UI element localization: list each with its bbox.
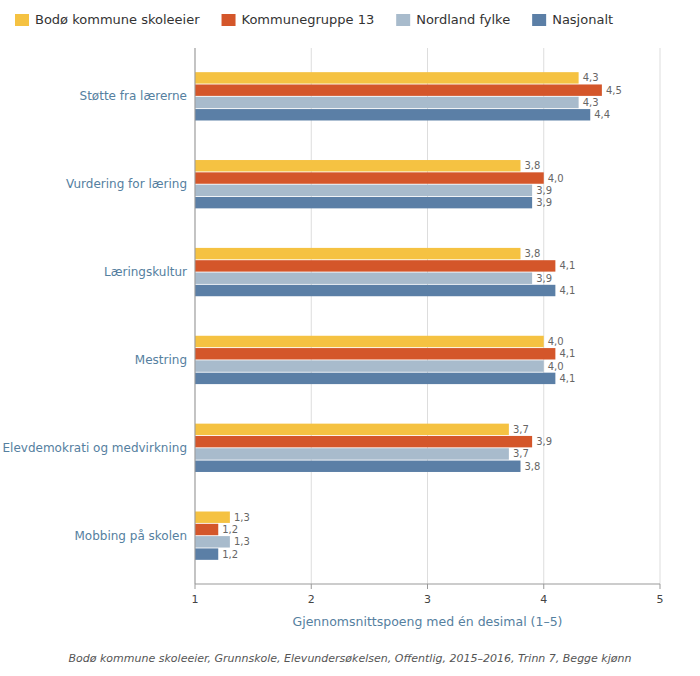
y-tick-label: Læringskultur bbox=[104, 265, 187, 279]
data-label: 4,3 bbox=[583, 97, 599, 108]
y-tick-label: Vurdering for læring bbox=[66, 177, 187, 191]
grid-line bbox=[427, 48, 428, 584]
legend-item: Bodø kommune skoleeier bbox=[15, 12, 200, 27]
bar bbox=[195, 461, 521, 472]
x-tick bbox=[427, 584, 428, 589]
legend-item: Nordland fylke bbox=[396, 12, 510, 27]
y-tick-label: Støtte fra lærerne bbox=[80, 89, 187, 103]
y-tick-label: Mobbing på skolen bbox=[74, 529, 187, 543]
data-label: 4,4 bbox=[594, 109, 610, 120]
bar bbox=[195, 373, 555, 384]
data-label: 3,8 bbox=[525, 248, 541, 259]
data-label: 3,7 bbox=[513, 424, 529, 435]
data-label: 3,9 bbox=[536, 185, 552, 196]
legend-swatch bbox=[396, 14, 410, 26]
data-label: 3,9 bbox=[536, 273, 552, 284]
data-label: 1,3 bbox=[234, 536, 250, 547]
bar bbox=[195, 84, 602, 95]
bar bbox=[195, 185, 532, 196]
data-label: 4,0 bbox=[548, 173, 564, 184]
grid-line bbox=[195, 48, 196, 584]
grid bbox=[195, 48, 660, 584]
legend-label: Kommunegruppe 13 bbox=[242, 12, 375, 27]
bar bbox=[195, 548, 218, 559]
bar bbox=[195, 348, 555, 359]
data-label: 1,2 bbox=[222, 549, 238, 560]
data-label: 3,7 bbox=[513, 448, 529, 459]
legend: Bodø kommune skoleeier Kommunegruppe 13 No… bbox=[15, 12, 613, 27]
data-label: 4,5 bbox=[606, 85, 622, 96]
footnote: Bodø kommune skoleeier, Grunnskole, Elev… bbox=[69, 652, 632, 665]
axes: 1 2 3 4 5 Støtte fra lærerne Vurdering for lær… bbox=[3, 48, 664, 606]
x-axis-label: Gjennomsnittspoeng med én desimal (1–5) bbox=[292, 614, 562, 629]
x-tick bbox=[543, 584, 544, 589]
y-tick-label: Mestring bbox=[135, 353, 187, 367]
grid-line bbox=[543, 48, 544, 584]
x-tick bbox=[195, 584, 196, 589]
bar bbox=[195, 336, 544, 347]
y-tick-label: Elevdemokrati og medvirkning bbox=[3, 441, 187, 455]
bar bbox=[195, 524, 218, 535]
legend-item: Nasjonalt bbox=[532, 12, 613, 27]
data-label: 1,2 bbox=[222, 524, 238, 535]
data-label: 4,0 bbox=[548, 361, 564, 372]
grid-line bbox=[660, 48, 661, 584]
legend-swatch bbox=[15, 14, 29, 26]
x-tick-label: 3 bbox=[424, 593, 431, 606]
data-label: 1,3 bbox=[234, 512, 250, 523]
bars bbox=[195, 72, 602, 560]
bar bbox=[195, 448, 509, 459]
legend-label: Nasjonalt bbox=[552, 12, 613, 27]
chart: Bodø kommune skoleeier Kommunegruppe 13 No… bbox=[0, 0, 700, 676]
bar bbox=[195, 536, 230, 547]
bar bbox=[195, 97, 579, 108]
bar bbox=[195, 512, 230, 523]
bar bbox=[195, 360, 544, 371]
x-tick bbox=[660, 584, 661, 589]
bar bbox=[195, 72, 579, 83]
legend-swatch bbox=[222, 14, 236, 26]
bar bbox=[195, 160, 521, 171]
data-label: 4,1 bbox=[559, 260, 575, 271]
bar bbox=[195, 273, 532, 284]
legend-swatch bbox=[532, 14, 546, 26]
bar bbox=[195, 436, 532, 447]
data-label: 4,3 bbox=[583, 72, 599, 83]
legend-item: Kommunegruppe 13 bbox=[222, 12, 375, 27]
x-tick-label: 4 bbox=[540, 593, 547, 606]
bar bbox=[195, 260, 555, 271]
data-label: 3,8 bbox=[525, 461, 541, 472]
bar bbox=[195, 109, 590, 120]
data-labels: 4,33,83,84,03,71,34,54,04,14,13,91,24,33… bbox=[222, 72, 622, 559]
bar bbox=[195, 285, 555, 296]
x-tick-label: 1 bbox=[192, 593, 199, 606]
grid-line bbox=[311, 48, 312, 584]
y-axis-line bbox=[195, 48, 196, 584]
bar bbox=[195, 424, 509, 435]
x-tick bbox=[311, 584, 312, 589]
data-label: 4,0 bbox=[548, 336, 564, 347]
bar bbox=[195, 248, 521, 259]
data-label: 3,9 bbox=[536, 436, 552, 447]
x-tick-label: 2 bbox=[308, 593, 315, 606]
legend-label: Bodø kommune skoleeier bbox=[35, 12, 200, 27]
data-label: 4,1 bbox=[559, 373, 575, 384]
x-tick-label: 5 bbox=[657, 593, 664, 606]
data-label: 3,9 bbox=[536, 197, 552, 208]
data-label: 4,1 bbox=[559, 348, 575, 359]
data-label: 4,1 bbox=[559, 285, 575, 296]
data-label: 3,8 bbox=[525, 160, 541, 171]
bar bbox=[195, 197, 532, 208]
legend-label: Nordland fylke bbox=[416, 12, 510, 27]
bar bbox=[195, 172, 544, 183]
